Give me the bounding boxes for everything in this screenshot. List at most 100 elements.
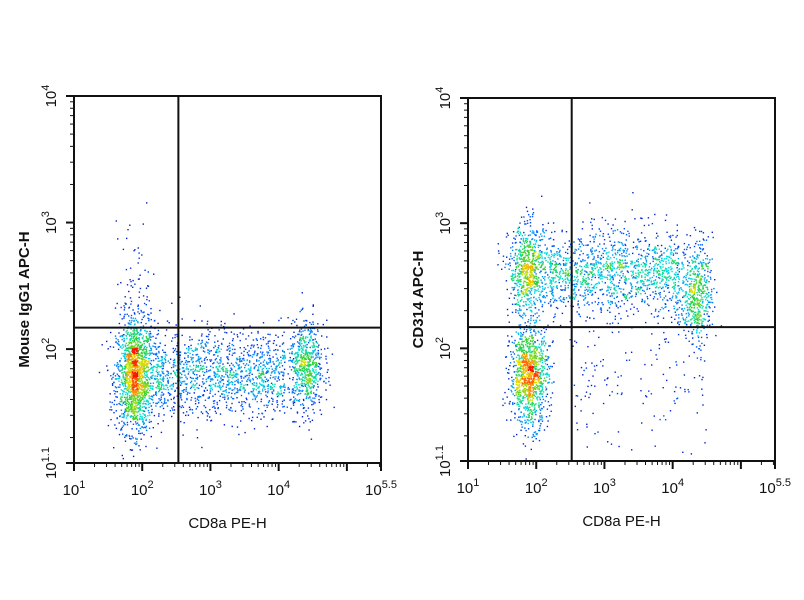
data-point [533, 379, 536, 381]
data-point [546, 359, 548, 361]
data-point [135, 380, 137, 383]
data-point [172, 347, 174, 350]
data-point [173, 358, 176, 361]
data-point [219, 381, 222, 383]
data-point [511, 341, 514, 344]
data-point [153, 342, 155, 344]
data-point [129, 437, 131, 440]
data-point [277, 376, 280, 378]
data-point [528, 350, 530, 352]
data-point [186, 397, 188, 400]
data-point [519, 416, 522, 418]
data-point [304, 366, 306, 368]
data-point [138, 374, 140, 376]
data-point [145, 335, 147, 338]
data-point [304, 364, 307, 366]
data-point [135, 438, 137, 440]
data-point [529, 282, 531, 284]
data-point [206, 415, 209, 417]
data-point [544, 301, 546, 304]
data-point [230, 362, 233, 365]
data-point [138, 291, 141, 293]
data-point [303, 346, 305, 348]
data-point [198, 339, 200, 341]
data-point [131, 370, 133, 372]
data-point [157, 423, 159, 425]
tick-base: 10 [199, 482, 216, 499]
data-point [243, 359, 245, 361]
data-point [159, 399, 161, 402]
data-point [140, 399, 143, 401]
data-point [517, 354, 519, 356]
data-point [135, 364, 137, 366]
data-point [299, 310, 301, 313]
data-point [304, 420, 307, 422]
data-point [207, 397, 209, 399]
data-point [508, 372, 510, 374]
data-point [111, 378, 113, 380]
data-point [248, 360, 251, 362]
data-point [290, 369, 293, 371]
data-point [273, 340, 275, 342]
data-point [145, 359, 147, 362]
data-point [160, 394, 162, 396]
data-point [257, 346, 259, 349]
data-point [508, 368, 510, 371]
data-point [294, 392, 296, 394]
data-point [129, 358, 131, 361]
data-point [309, 374, 311, 377]
data-point [147, 366, 150, 369]
data-point [191, 357, 193, 359]
data-point [170, 388, 172, 390]
data-point [292, 402, 295, 405]
data-point [302, 370, 305, 372]
data-point [142, 357, 144, 359]
data-point [515, 331, 517, 333]
data-point [306, 392, 308, 394]
data-point [202, 350, 205, 352]
data-point [234, 393, 236, 395]
data-point [145, 357, 148, 359]
data-point [527, 428, 530, 430]
data-point [203, 367, 205, 370]
data-point [311, 375, 314, 377]
data-point [128, 364, 130, 366]
data-point [217, 370, 220, 372]
data-point [202, 383, 205, 385]
data-point [515, 311, 517, 313]
data-point [181, 373, 183, 376]
data-point [214, 407, 216, 409]
data-point [119, 360, 121, 362]
data-point [261, 368, 263, 370]
data-point [235, 373, 237, 375]
data-point [192, 372, 194, 374]
data-point [149, 387, 152, 389]
data-point [224, 396, 226, 398]
data-point [525, 337, 528, 340]
data-point [515, 356, 518, 359]
data-point [214, 410, 217, 413]
data-point [304, 371, 306, 373]
data-point [295, 390, 297, 392]
data-point [120, 381, 123, 384]
data-point [325, 382, 327, 384]
data-point [521, 349, 523, 351]
data-point [547, 401, 550, 403]
data-point [135, 343, 138, 345]
data-point [531, 377, 533, 380]
data-point [143, 311, 145, 313]
data-point [522, 374, 524, 376]
data-point [139, 378, 141, 380]
data-point [131, 409, 133, 411]
data-point [131, 411, 133, 413]
tick-base: 10 [63, 482, 80, 499]
data-point [519, 347, 522, 350]
data-point [194, 384, 196, 387]
data-point [533, 345, 535, 347]
data-point [203, 390, 206, 392]
data-point [217, 340, 219, 342]
data-point [510, 385, 512, 387]
data-point [523, 349, 526, 352]
data-point [269, 357, 271, 359]
data-point [123, 315, 125, 318]
